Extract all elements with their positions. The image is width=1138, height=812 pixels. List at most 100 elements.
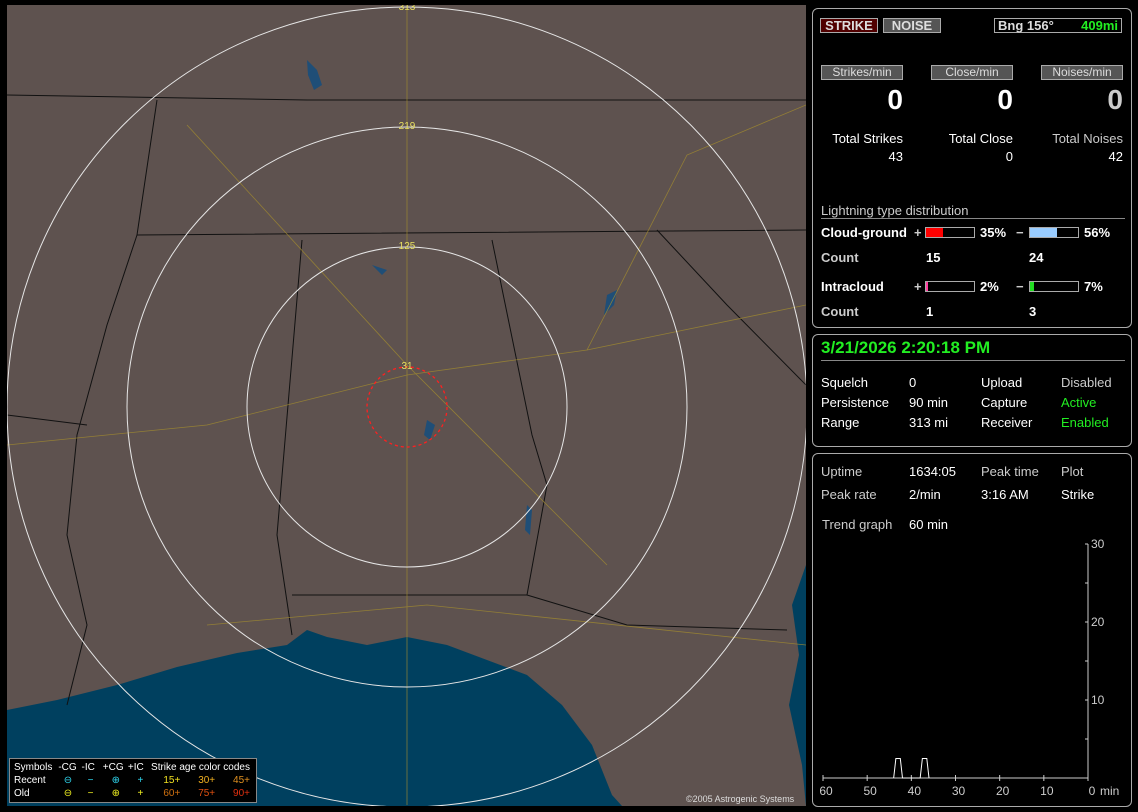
x-tick-label: 0	[1089, 784, 1096, 798]
ic-minus-sign: −	[1016, 279, 1024, 294]
ic-positive-pct: 2%	[980, 279, 999, 294]
uptime-label: Uptime	[821, 464, 863, 479]
close-per-min-button[interactable]: Close/min	[931, 65, 1013, 80]
noises-per-min-button[interactable]: Noises/min	[1041, 65, 1123, 80]
legend-header: -CG	[58, 762, 77, 773]
range-label-125: 125	[398, 241, 416, 252]
x-tick-label: 20	[996, 784, 1010, 798]
stats-panel: Uptime 1634:05 Peak time Plot Peak rate …	[812, 453, 1132, 807]
x-tick-label: 30	[952, 784, 966, 798]
neg-cg-recent-icon: ⊖	[63, 775, 73, 786]
uptime-value: 1634:05	[909, 464, 956, 479]
ic-negative-bar	[1029, 281, 1079, 292]
status-value: 0	[909, 375, 917, 390]
copyright: ©2005 Astrogenic Systems	[686, 794, 795, 804]
legend-header: +CG	[102, 762, 124, 773]
intracloud-label: Intracloud	[821, 279, 884, 294]
bearing-value: Bng 156°	[998, 18, 1054, 33]
cg-positive-pct: 35%	[980, 225, 1007, 240]
cg-negative-count: 24	[1029, 250, 1044, 265]
x-tick-label: 10	[1040, 784, 1054, 798]
status-key: Receiver	[981, 415, 1033, 430]
range-ring-313	[7, 6, 806, 806]
range-rings	[7, 6, 806, 806]
close-range-ring	[366, 366, 448, 448]
x-unit-label: min	[1100, 784, 1119, 798]
age-90: 90+	[233, 788, 250, 799]
pos-cg-recent-icon: ⊕	[111, 775, 120, 786]
status-value: Active	[1061, 395, 1097, 410]
status-value: 90 min	[909, 395, 949, 410]
range-ring-125	[246, 246, 568, 568]
legend-old-label: Old	[14, 788, 30, 799]
range-label-31: 31	[401, 361, 413, 372]
y-tick-label: 30	[1091, 537, 1105, 551]
peak-rate-value: 2/min	[909, 487, 941, 502]
pos-ic-recent-icon: +	[137, 775, 144, 786]
strikes-per-min-value: 0	[887, 84, 903, 115]
range-label-313: 313	[398, 5, 416, 13]
plot-value[interactable]: Strike	[1061, 487, 1095, 502]
x-tick-label: 50	[863, 784, 877, 798]
trend-graph-label: Trend graph	[822, 517, 893, 532]
total-close-value: 0	[1005, 149, 1013, 164]
x-tick-label: 60	[819, 784, 833, 798]
age-30: 30+	[198, 775, 216, 786]
legend-header: +IC	[127, 762, 144, 773]
total-noises-label: Total Noises	[1052, 131, 1123, 146]
neg-ic-old-icon: −	[87, 788, 94, 799]
atlantic-water	[789, 565, 806, 806]
age-75: 75+	[198, 788, 216, 799]
datetime: 3/21/2026 2:20:18 PM	[821, 338, 1125, 361]
neg-cg-old-icon: ⊖	[63, 788, 73, 799]
trend-graph-value[interactable]: 60 min	[909, 517, 949, 532]
age-45: 45+	[233, 775, 250, 786]
ic-count-label: Count	[821, 304, 859, 319]
cg-positive-count: 15	[926, 250, 941, 265]
highways	[7, 5, 806, 805]
cg-count-label: Count	[821, 250, 859, 265]
legend-recent-label: Recent	[14, 775, 46, 786]
neg-ic-recent-icon: −	[87, 775, 94, 786]
cg-positive-bar	[925, 227, 975, 238]
cg-negative-bar	[1029, 227, 1079, 238]
ic-negative-count: 3	[1029, 304, 1037, 319]
plot-label: Plot	[1061, 464, 1084, 479]
cg-negative-pct: 56%	[1084, 225, 1111, 240]
range-ring-219	[126, 126, 688, 688]
total-strikes-value: 43	[888, 149, 903, 164]
ic-negative-pct: 7%	[1084, 279, 1103, 294]
pos-ic-old-icon: +	[137, 788, 144, 799]
cg-minus-sign: −	[1016, 225, 1024, 240]
pos-cg-old-icon: ⊕	[111, 788, 120, 799]
distribution-title: Lightning type distribution	[821, 203, 1125, 219]
legend-header: -IC	[81, 762, 95, 773]
noise-button[interactable]: NOISE	[883, 18, 941, 33]
peak-rate-label: Peak rate	[821, 487, 877, 502]
ic-positive-count: 1	[926, 304, 934, 319]
lake	[307, 60, 617, 535]
trend-graph: 60 50 40 30 20 10 0 min 30 20 10	[819, 537, 1119, 798]
total-strikes-label: Total Strikes	[832, 131, 903, 146]
age-60: 60+	[163, 788, 181, 799]
strikes-per-min-button[interactable]: Strikes/min	[821, 65, 903, 80]
state-borders	[7, 94, 806, 706]
status-key: Persistence	[821, 395, 889, 410]
cloud-ground-label: Cloud-ground	[821, 225, 907, 240]
status-panel: 3/21/2026 2:20:18 PM Squelch 0 Upload Di…	[812, 334, 1132, 447]
x-tick-label: 40	[908, 784, 922, 798]
age-15: 15+	[163, 775, 181, 786]
legend-header: Strike age color codes	[151, 762, 250, 773]
status-key: Squelch	[821, 375, 868, 390]
counts-panel: STRIKE NOISE Bng 156° 409mi Strikes/min …	[812, 8, 1132, 328]
trend-line	[893, 758, 930, 779]
total-noises-value: 42	[1108, 149, 1123, 164]
y-tick-label: 10	[1091, 693, 1105, 707]
lightning-map[interactable]: 31 125 219 313	[7, 5, 806, 806]
total-close-label: Total Close	[948, 131, 1013, 146]
y-tick-label: 20	[1091, 615, 1105, 629]
status-value: Enabled	[1061, 415, 1109, 430]
ic-positive-bar	[925, 281, 975, 292]
bearing-display: Bng 156° 409mi	[994, 18, 1122, 33]
strike-button[interactable]: STRIKE	[820, 18, 878, 33]
